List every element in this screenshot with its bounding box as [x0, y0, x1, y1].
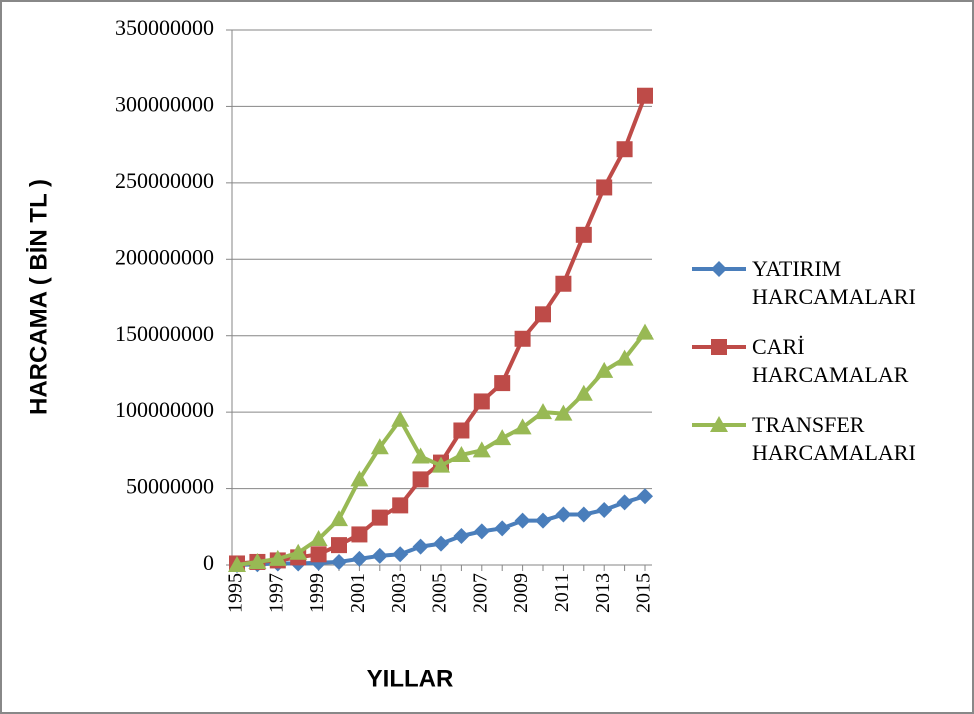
y-tick-label: 50000000	[126, 474, 214, 499]
marker	[494, 375, 511, 392]
x-tick-label: 2005	[429, 573, 451, 613]
marker	[331, 553, 347, 570]
marker	[596, 501, 613, 518]
y-tick-label: 250000000	[115, 168, 214, 193]
marker	[615, 349, 634, 366]
y-tick-label: 150000000	[115, 321, 214, 346]
marker	[616, 141, 633, 158]
marker	[228, 556, 246, 572]
legend-marker	[711, 339, 727, 355]
marker	[637, 87, 653, 104]
marker	[575, 226, 592, 243]
marker	[309, 530, 328, 547]
marker	[473, 523, 490, 540]
marker	[433, 535, 449, 552]
marker	[596, 179, 613, 196]
marker	[575, 506, 592, 523]
x-tick-label: 1997	[265, 573, 287, 613]
x-tick-label: 2013	[592, 573, 614, 613]
x-tick-label: 2001	[347, 573, 369, 613]
x-tick-label: 2009	[510, 573, 532, 613]
marker	[310, 546, 327, 563]
marker	[555, 506, 572, 523]
marker	[595, 361, 614, 378]
marker	[330, 510, 348, 527]
x-tick-label: 2015	[633, 573, 655, 613]
marker	[331, 537, 347, 554]
marker	[514, 512, 531, 529]
x-tick-label: 2007	[469, 573, 491, 613]
marker	[535, 306, 551, 323]
x-tick-label: 1999	[306, 573, 328, 613]
marker	[392, 497, 409, 514]
y-tick-label: 0	[203, 550, 214, 575]
y-tick-label: 300000000	[115, 91, 214, 116]
y-tick-label: 200000000	[115, 244, 214, 269]
marker	[616, 494, 633, 511]
marker	[555, 275, 572, 292]
marker	[453, 527, 470, 544]
marker	[473, 393, 490, 410]
x-tick-label: 2011	[551, 573, 573, 612]
marker	[248, 552, 267, 569]
legend-marker	[711, 261, 727, 277]
marker	[493, 429, 512, 446]
marker	[452, 445, 471, 462]
x-axis-title: YILLAR	[367, 665, 454, 692]
marker	[636, 323, 654, 340]
marker	[412, 471, 429, 488]
marker	[574, 384, 593, 401]
marker	[289, 543, 308, 560]
marker	[350, 470, 369, 487]
marker	[371, 547, 388, 564]
marker	[268, 549, 287, 566]
y-tick-label: 350000000	[115, 15, 214, 40]
marker	[494, 520, 511, 537]
marker	[514, 330, 531, 347]
marker	[411, 447, 430, 464]
marker	[432, 456, 450, 473]
marker	[370, 438, 389, 455]
marker	[391, 410, 410, 427]
y-axis-title: HARCAMA ( BİN TL )	[25, 179, 52, 415]
marker	[351, 526, 368, 543]
x-tick-label: 2003	[388, 573, 410, 613]
legend-label: CARİ HARCAMALAR	[752, 334, 909, 387]
marker	[392, 546, 409, 563]
legend-label: YATIRIM HARCAMALARI	[752, 256, 916, 309]
legend-label: TRANSFER HARCAMALARI	[752, 412, 916, 465]
marker	[637, 488, 653, 505]
x-tick-label: 1995	[225, 573, 247, 613]
marker	[554, 404, 573, 421]
marker	[513, 418, 532, 435]
marker	[371, 509, 388, 526]
marker	[472, 441, 491, 458]
marker	[412, 538, 429, 555]
legend-marker	[710, 416, 728, 432]
marker	[351, 550, 368, 567]
marker	[535, 512, 551, 529]
marker	[534, 403, 552, 420]
y-tick-label: 100000000	[115, 397, 214, 422]
marker	[453, 422, 470, 439]
